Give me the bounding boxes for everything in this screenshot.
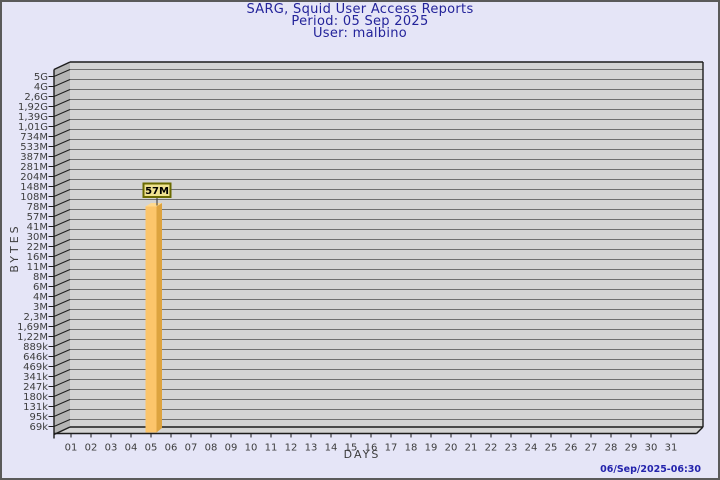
y-tick-label: 247k <box>23 382 48 393</box>
plot-frame <box>53 61 704 439</box>
x-axis-labels: 01 02 03 04 05 06 07 08 09 10 11 12 13 14 15 16 17 18 19 20… <box>65 443 678 454</box>
x-tick-label: 25 <box>545 443 558 454</box>
x-tick-label: 22 <box>485 443 498 454</box>
y-tick-label: 22M <box>27 242 48 253</box>
y-tick-label: 108M <box>20 192 48 203</box>
y-tick-label: 41M <box>27 222 48 233</box>
y-tick-label: 734M <box>20 132 48 143</box>
y-tick-label: 4M <box>33 292 48 303</box>
grid-lines <box>70 69 703 420</box>
y-tick-label: 5G <box>34 72 48 83</box>
y-tick-label: 646k <box>23 352 48 363</box>
x-tick-label: 15 <box>345 443 358 454</box>
plot-area <box>70 62 703 427</box>
wall-bottom-edge <box>53 426 71 436</box>
y-tick-label: 69k <box>29 422 48 433</box>
y-tick-label: 1,92G <box>18 102 48 113</box>
y-tick-label: 204M <box>20 172 48 183</box>
y-tick-label: 16M <box>27 252 48 263</box>
y-tick-label: 6M <box>33 282 48 293</box>
y-tick-label: 387M <box>20 152 48 163</box>
y-tick-label: 180k <box>23 392 48 403</box>
y-tick-label: 889k <box>23 342 48 353</box>
x-tick-label: 27 <box>585 443 598 454</box>
x-tick-label: 23 <box>505 443 518 454</box>
y-tick-label: 148M <box>20 182 48 193</box>
x-tick-label: 29 <box>625 443 638 454</box>
x-tick-label: 02 <box>85 443 98 454</box>
y-tick-label: 4G <box>34 82 48 93</box>
x-tick-label: 12 <box>285 443 298 454</box>
y-tick-label: 281M <box>20 162 48 173</box>
y-tick-label: 78M <box>27 202 48 213</box>
x-tick-label: 21 <box>465 443 478 454</box>
y-tick-label: 131k <box>23 402 48 413</box>
chart-title: SARG, Squid User Access Reports <box>246 2 474 17</box>
x-tick-label: 06 <box>165 443 178 454</box>
bar-series <box>145 203 162 433</box>
generated-timestamp: 06/Sep/2025-06:30 <box>600 464 701 475</box>
y-tick-label: 3M <box>33 302 48 313</box>
x-tick-label: 14 <box>325 443 338 454</box>
wall-top-edge <box>53 61 71 71</box>
y-tick-label: 1,39G <box>18 112 48 123</box>
y-tick-label: 2,3M <box>23 312 48 323</box>
y-tick-label: 1,69M <box>17 322 48 333</box>
chart-period: Period: 05 Sep 2025 <box>291 14 429 29</box>
bar-value-label: 57M <box>145 186 169 197</box>
x-tick-label: 10 <box>245 443 258 454</box>
chart-header: SARG, Squid User Access Reports Period: … <box>2 2 718 41</box>
y-tick-label: 11M <box>27 262 48 273</box>
x-axis-title: DAYS <box>344 448 381 461</box>
callout-box <box>142 182 172 198</box>
chart-user: User: malbino <box>312 26 408 41</box>
y-tick-label: 341k <box>23 372 48 383</box>
y-axis-title: BYTES <box>8 223 21 272</box>
bar-front-face <box>145 206 157 433</box>
x-tick-label: 09 <box>225 443 238 454</box>
x-tick-label: 28 <box>605 443 618 454</box>
y-tick-label: 57M <box>27 212 48 223</box>
x-tick-label: 04 <box>125 443 138 454</box>
x-tick-label: 18 <box>405 443 418 454</box>
floor-corner-edge <box>696 426 704 434</box>
x-tick-label: 03 <box>105 443 118 454</box>
y-tick-label: 469k <box>23 362 48 373</box>
y-tick-label: 30M <box>27 232 48 243</box>
axis-floor-3d <box>54 427 703 434</box>
x-tick-label: 05 <box>145 443 158 454</box>
x-tick-label: 26 <box>565 443 578 454</box>
x-tick-label: 13 <box>305 443 318 454</box>
x-tick-label: 24 <box>525 443 538 454</box>
x-tick-label: 01 <box>65 443 78 454</box>
bar-value-callout: 57M <box>142 182 172 206</box>
y-tick-label: 95k <box>29 412 48 423</box>
x-tick-label: 30 <box>645 443 658 454</box>
axis-wall-3d <box>54 62 70 435</box>
x-tick-label: 20 <box>445 443 458 454</box>
x-tick-label: 08 <box>205 443 218 454</box>
bar-side-face <box>156 203 162 433</box>
y-axis-labels: 5G4G2,6G1,92G1,39G1,01G734M533M387M281M2… <box>17 72 48 433</box>
y-tick-label: 533M <box>20 142 48 153</box>
x-tick-label: 17 <box>385 443 398 454</box>
x-tick-label: 19 <box>425 443 438 454</box>
y-tick-label: 8M <box>33 272 48 283</box>
y-tick-label: 1,22M <box>17 332 48 343</box>
x-tick-label: 16 <box>365 443 378 454</box>
y-tick-label: 1,01G <box>18 122 48 133</box>
x-tick-label: 07 <box>185 443 198 454</box>
bar-top-face <box>145 203 162 207</box>
x-tick-label: 11 <box>265 443 278 454</box>
x-tick-label: 31 <box>665 443 678 454</box>
bar-day-05 <box>145 203 162 433</box>
y-tick-label: 2,6G <box>24 92 48 103</box>
